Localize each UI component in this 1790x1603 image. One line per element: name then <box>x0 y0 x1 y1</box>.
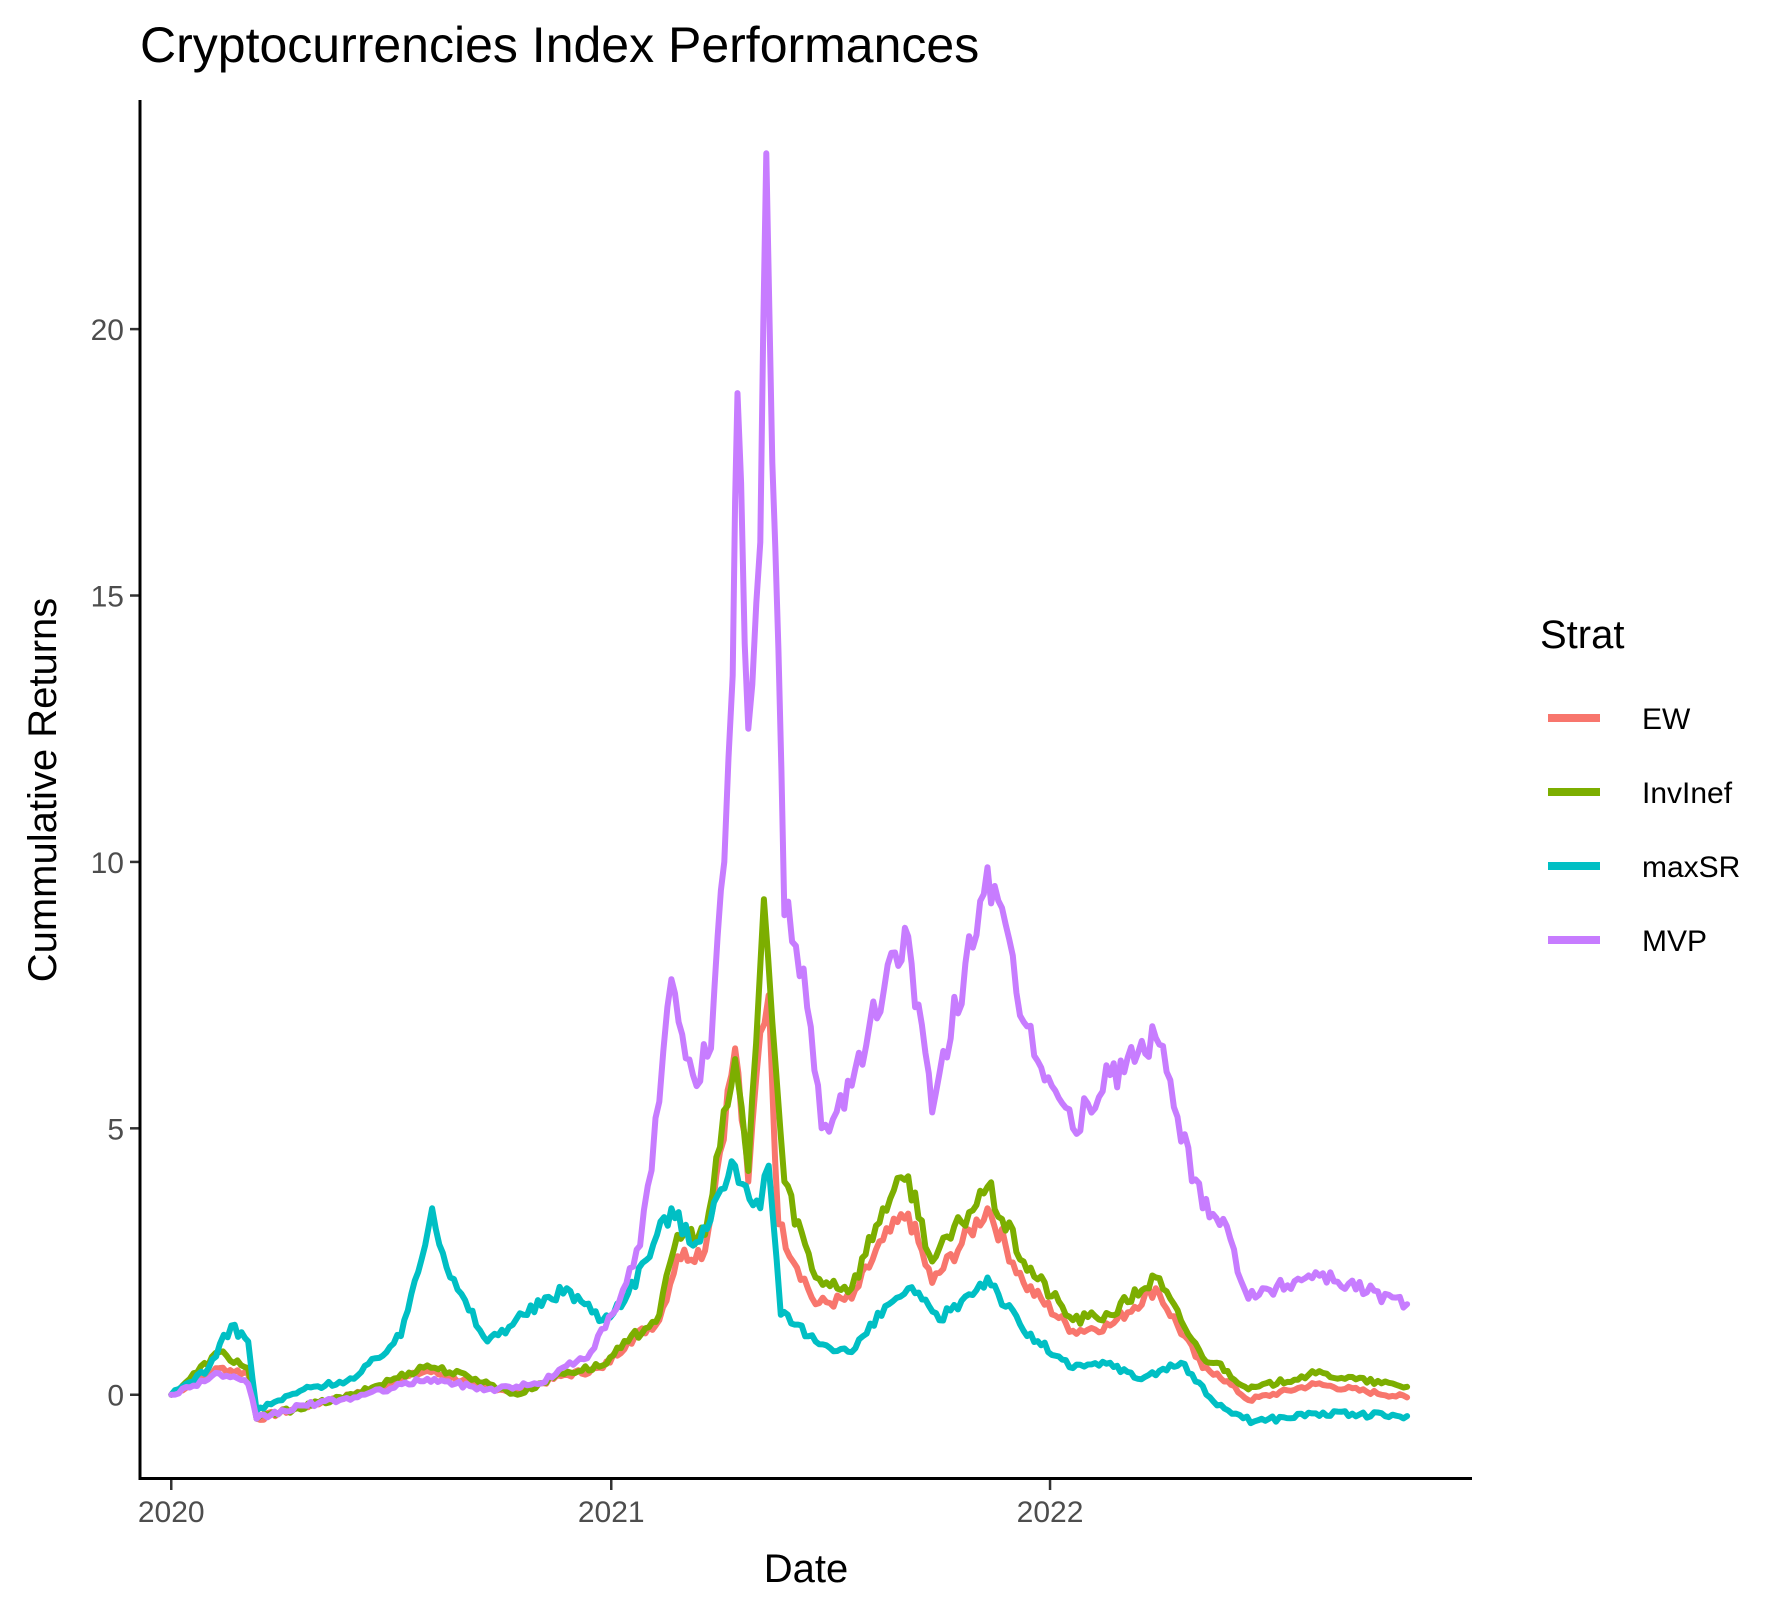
x-tick-label: 2021 <box>578 1496 645 1529</box>
legend-label-maxsr: maxSR <box>1642 851 1740 884</box>
legend-label-ew: EW <box>1642 703 1691 736</box>
series-lines <box>168 150 1411 1427</box>
y-tick-label: 15 <box>91 581 124 614</box>
y-axis-title: Cummulative Returns <box>21 598 65 983</box>
y-tick-label: 20 <box>91 314 124 347</box>
chart-title: Cryptocurrencies Index Performances <box>140 17 979 73</box>
x-axis-title: Date <box>764 1547 849 1591</box>
y-axis-ticks: 0 5 10 15 20 <box>91 314 140 1413</box>
series-line-invinef <box>168 896 1411 1422</box>
x-tick-label: 2020 <box>138 1496 205 1529</box>
y-tick-label: 0 <box>107 1380 124 1413</box>
legend-label-mvp: MVP <box>1642 925 1707 958</box>
y-tick-label: 5 <box>107 1113 124 1146</box>
legend-label-invinef: InvInef <box>1642 777 1733 810</box>
legend: Strat EW InvInef maxSR MVP <box>1540 613 1740 958</box>
legend-title: Strat <box>1540 613 1624 657</box>
x-tick-label: 2022 <box>1017 1496 1084 1529</box>
x-axis-ticks: 2020 2021 2022 <box>138 1480 1084 1529</box>
series-line-ew <box>168 992 1411 1423</box>
series-line-mvp <box>168 150 1411 1422</box>
series-line-maxsr <box>168 1158 1411 1427</box>
y-tick-label: 10 <box>91 847 124 880</box>
